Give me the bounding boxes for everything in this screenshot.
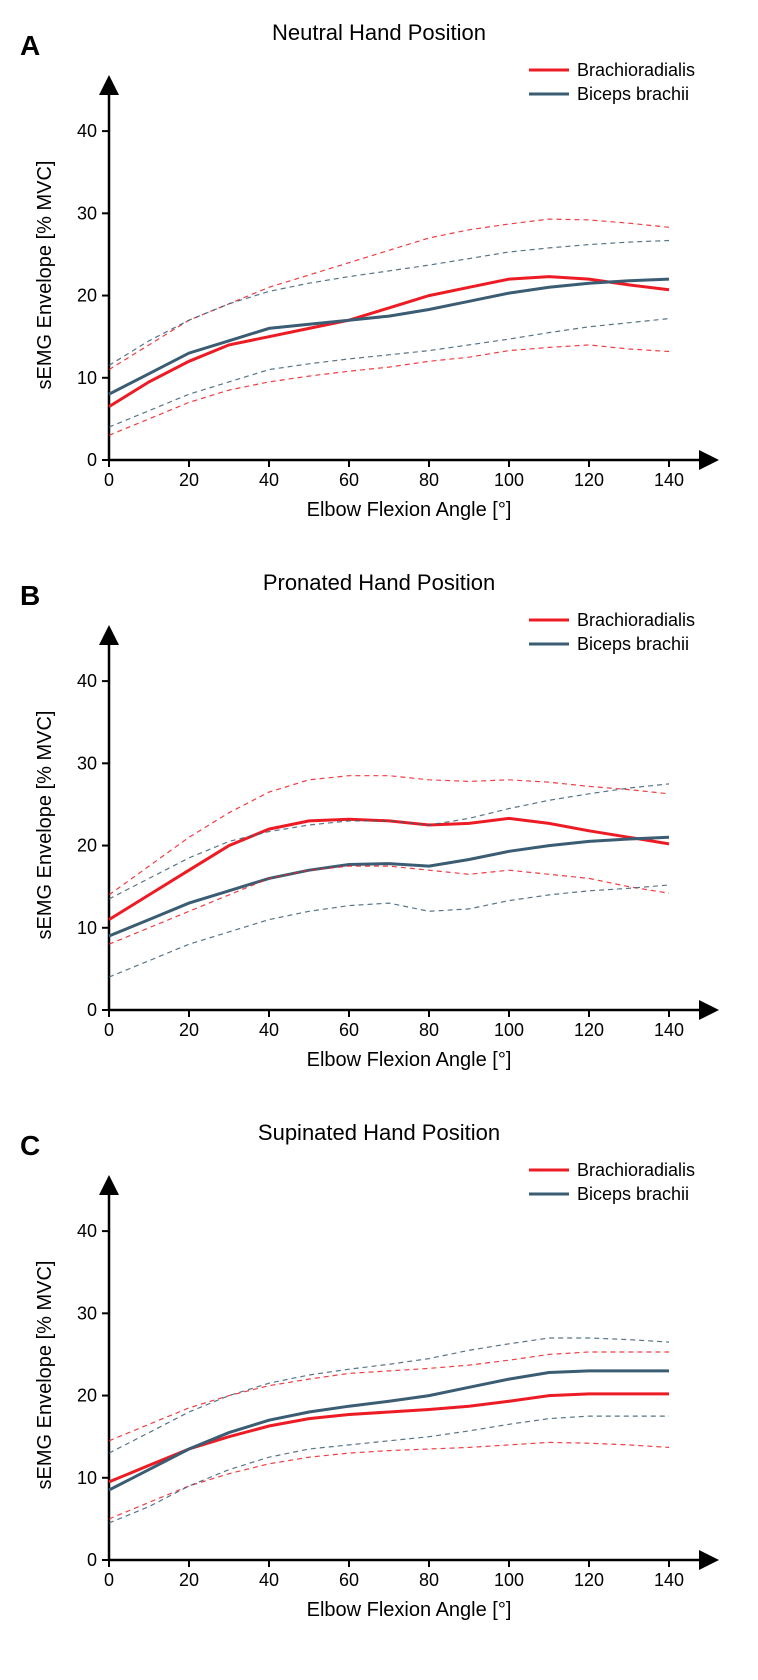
y-tick-label: 0 [87, 450, 97, 470]
y-tick-label: 0 [87, 1000, 97, 1020]
y-tick-label: 20 [77, 836, 97, 856]
x-tick-label: 80 [419, 1020, 439, 1040]
x-tick-label: 40 [259, 470, 279, 490]
y-tick-label: 30 [77, 1303, 97, 1323]
x-tick-label: 100 [494, 470, 524, 490]
y-tick-label: 10 [77, 1468, 97, 1488]
series-line [109, 776, 669, 895]
y-tick-label: 20 [77, 286, 97, 306]
x-tick-label: 140 [654, 470, 684, 490]
series-line [109, 1442, 669, 1519]
y-axis-label: sEMG Envelope [% MVC] [34, 1261, 56, 1490]
panel-letter: B [20, 580, 40, 612]
series-line [109, 1416, 669, 1523]
x-tick-label: 100 [494, 1570, 524, 1590]
y-tick-label: 0 [87, 1550, 97, 1570]
y-tick-label: 10 [77, 368, 97, 388]
x-tick-label: 120 [574, 470, 604, 490]
y-axis-label: sEMG Envelope [% MVC] [34, 161, 56, 390]
series-line [109, 241, 669, 366]
x-tick-label: 120 [574, 1020, 604, 1040]
legend-label-brachioradialis: Brachioradialis [577, 1160, 695, 1180]
x-tick-label: 0 [104, 1020, 114, 1040]
series-line [109, 837, 669, 936]
x-axis-label: Elbow Flexion Angle [°] [307, 499, 512, 521]
x-tick-label: 0 [104, 1570, 114, 1590]
legend-label-biceps: Biceps brachii [577, 634, 689, 654]
x-tick-label: 60 [339, 1020, 359, 1040]
x-tick-label: 20 [179, 1020, 199, 1040]
x-tick-label: 60 [339, 470, 359, 490]
y-axis-label: sEMG Envelope [% MVC] [34, 711, 56, 940]
series-line [109, 1371, 669, 1490]
y-tick-label: 30 [77, 753, 97, 773]
panel-title: Supinated Hand Position [10, 1120, 748, 1146]
panel-letter: A [20, 30, 40, 62]
series-line [109, 1352, 669, 1441]
x-tick-label: 80 [419, 1570, 439, 1590]
panel-title: Pronated Hand Position [10, 570, 748, 596]
panel-title: Neutral Hand Position [10, 20, 748, 46]
y-tick-label: 10 [77, 918, 97, 938]
legend-label-biceps: Biceps brachii [577, 84, 689, 104]
x-tick-label: 80 [419, 470, 439, 490]
chart-panel-A: A Neutral Hand Position 0204060801001201… [10, 20, 748, 530]
y-tick-label: 40 [77, 671, 97, 691]
legend: Brachioradialis Biceps brachii [529, 1160, 695, 1204]
x-tick-label: 0 [104, 470, 114, 490]
x-tick-label: 40 [259, 1020, 279, 1040]
series-line [109, 279, 669, 394]
series-line [109, 818, 669, 919]
series-line [109, 319, 669, 428]
y-tick-label: 20 [77, 1386, 97, 1406]
x-tick-label: 20 [179, 470, 199, 490]
y-tick-label: 40 [77, 1221, 97, 1241]
x-axis-label: Elbow Flexion Angle [°] [307, 1049, 512, 1071]
series-line [109, 219, 669, 370]
x-tick-label: 120 [574, 1570, 604, 1590]
x-tick-label: 100 [494, 1020, 524, 1040]
x-tick-label: 140 [654, 1570, 684, 1590]
series-line [109, 866, 669, 944]
x-tick-label: 40 [259, 1570, 279, 1590]
legend-label-brachioradialis: Brachioradialis [577, 610, 695, 630]
x-tick-label: 20 [179, 1570, 199, 1590]
panel-letter: C [20, 1130, 40, 1162]
chart-panel-B: B Pronated Hand Position 020406080100120… [10, 570, 748, 1080]
legend-label-biceps: Biceps brachii [577, 1184, 689, 1204]
x-axis-label: Elbow Flexion Angle [°] [307, 1599, 512, 1621]
legend: Brachioradialis Biceps brachii [529, 60, 695, 104]
series-line [109, 277, 669, 407]
legend-label-brachioradialis: Brachioradialis [577, 60, 695, 80]
chart-panel-C: C Supinated Hand Position 02040608010012… [10, 1120, 748, 1630]
legend: Brachioradialis Biceps brachii [529, 610, 695, 654]
x-tick-label: 60 [339, 1570, 359, 1590]
y-tick-label: 40 [77, 121, 97, 141]
x-tick-label: 140 [654, 1020, 684, 1040]
series-line [109, 885, 669, 977]
y-tick-label: 30 [77, 203, 97, 223]
